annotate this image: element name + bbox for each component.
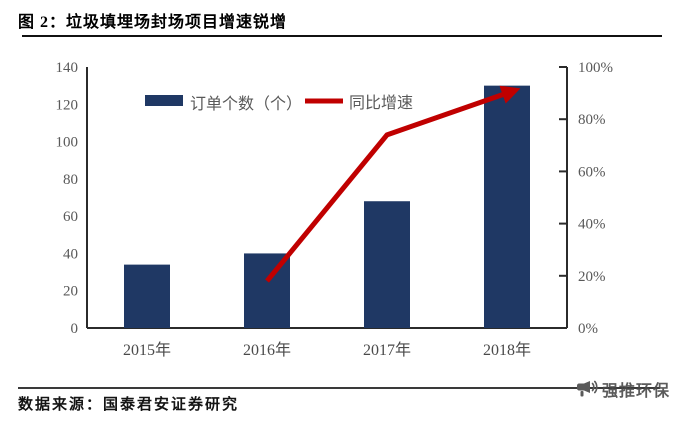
x-axis-label: 2018年 <box>483 341 531 359</box>
legend-line-label: 同比增速 <box>349 94 413 112</box>
right-axis-tick-label: 40% <box>578 217 606 233</box>
bar-2015年 <box>124 264 170 328</box>
legend-bar-label: 订单个数（个） <box>190 95 302 113</box>
right-axis-tick-label: 100% <box>578 60 613 76</box>
right-axis-tick-label: 80% <box>578 112 606 128</box>
left-axis-tick-label: 120 <box>56 97 79 113</box>
left-axis-tick-label: 40 <box>63 246 78 262</box>
footer-rule <box>18 387 660 389</box>
title-underline <box>22 35 662 37</box>
x-axis-label: 2015年 <box>123 341 171 359</box>
figure-title: 图 2：垃圾填埋场封场项目增速锐增 <box>18 14 288 31</box>
left-axis-tick-label: 100 <box>56 135 79 151</box>
megaphone-icon <box>576 380 598 397</box>
brand-name: 强推环保 <box>601 383 670 400</box>
bar-2018年 <box>484 85 530 329</box>
left-axis-tick-label: 80 <box>63 172 78 188</box>
x-axis-label: 2017年 <box>363 341 411 359</box>
left-axis-tick-label: 140 <box>56 60 79 76</box>
left-axis-tick-label: 20 <box>63 284 78 300</box>
data-source: 数据来源：国泰君安证券研究 <box>18 397 240 413</box>
right-axis-tick-label: 0% <box>578 321 598 337</box>
x-axis-label: 2016年 <box>243 341 291 359</box>
right-axis-tick-label: 60% <box>578 164 606 180</box>
left-axis-tick-label: 60 <box>63 209 78 225</box>
legend-bar-swatch <box>145 95 183 106</box>
bar-2017年 <box>364 201 410 328</box>
right-axis-tick-label: 20% <box>578 269 606 285</box>
growth-line <box>265 85 521 283</box>
brand-logo: 强推环保 <box>576 377 670 401</box>
left-axis-tick-label: 0 <box>71 321 79 337</box>
